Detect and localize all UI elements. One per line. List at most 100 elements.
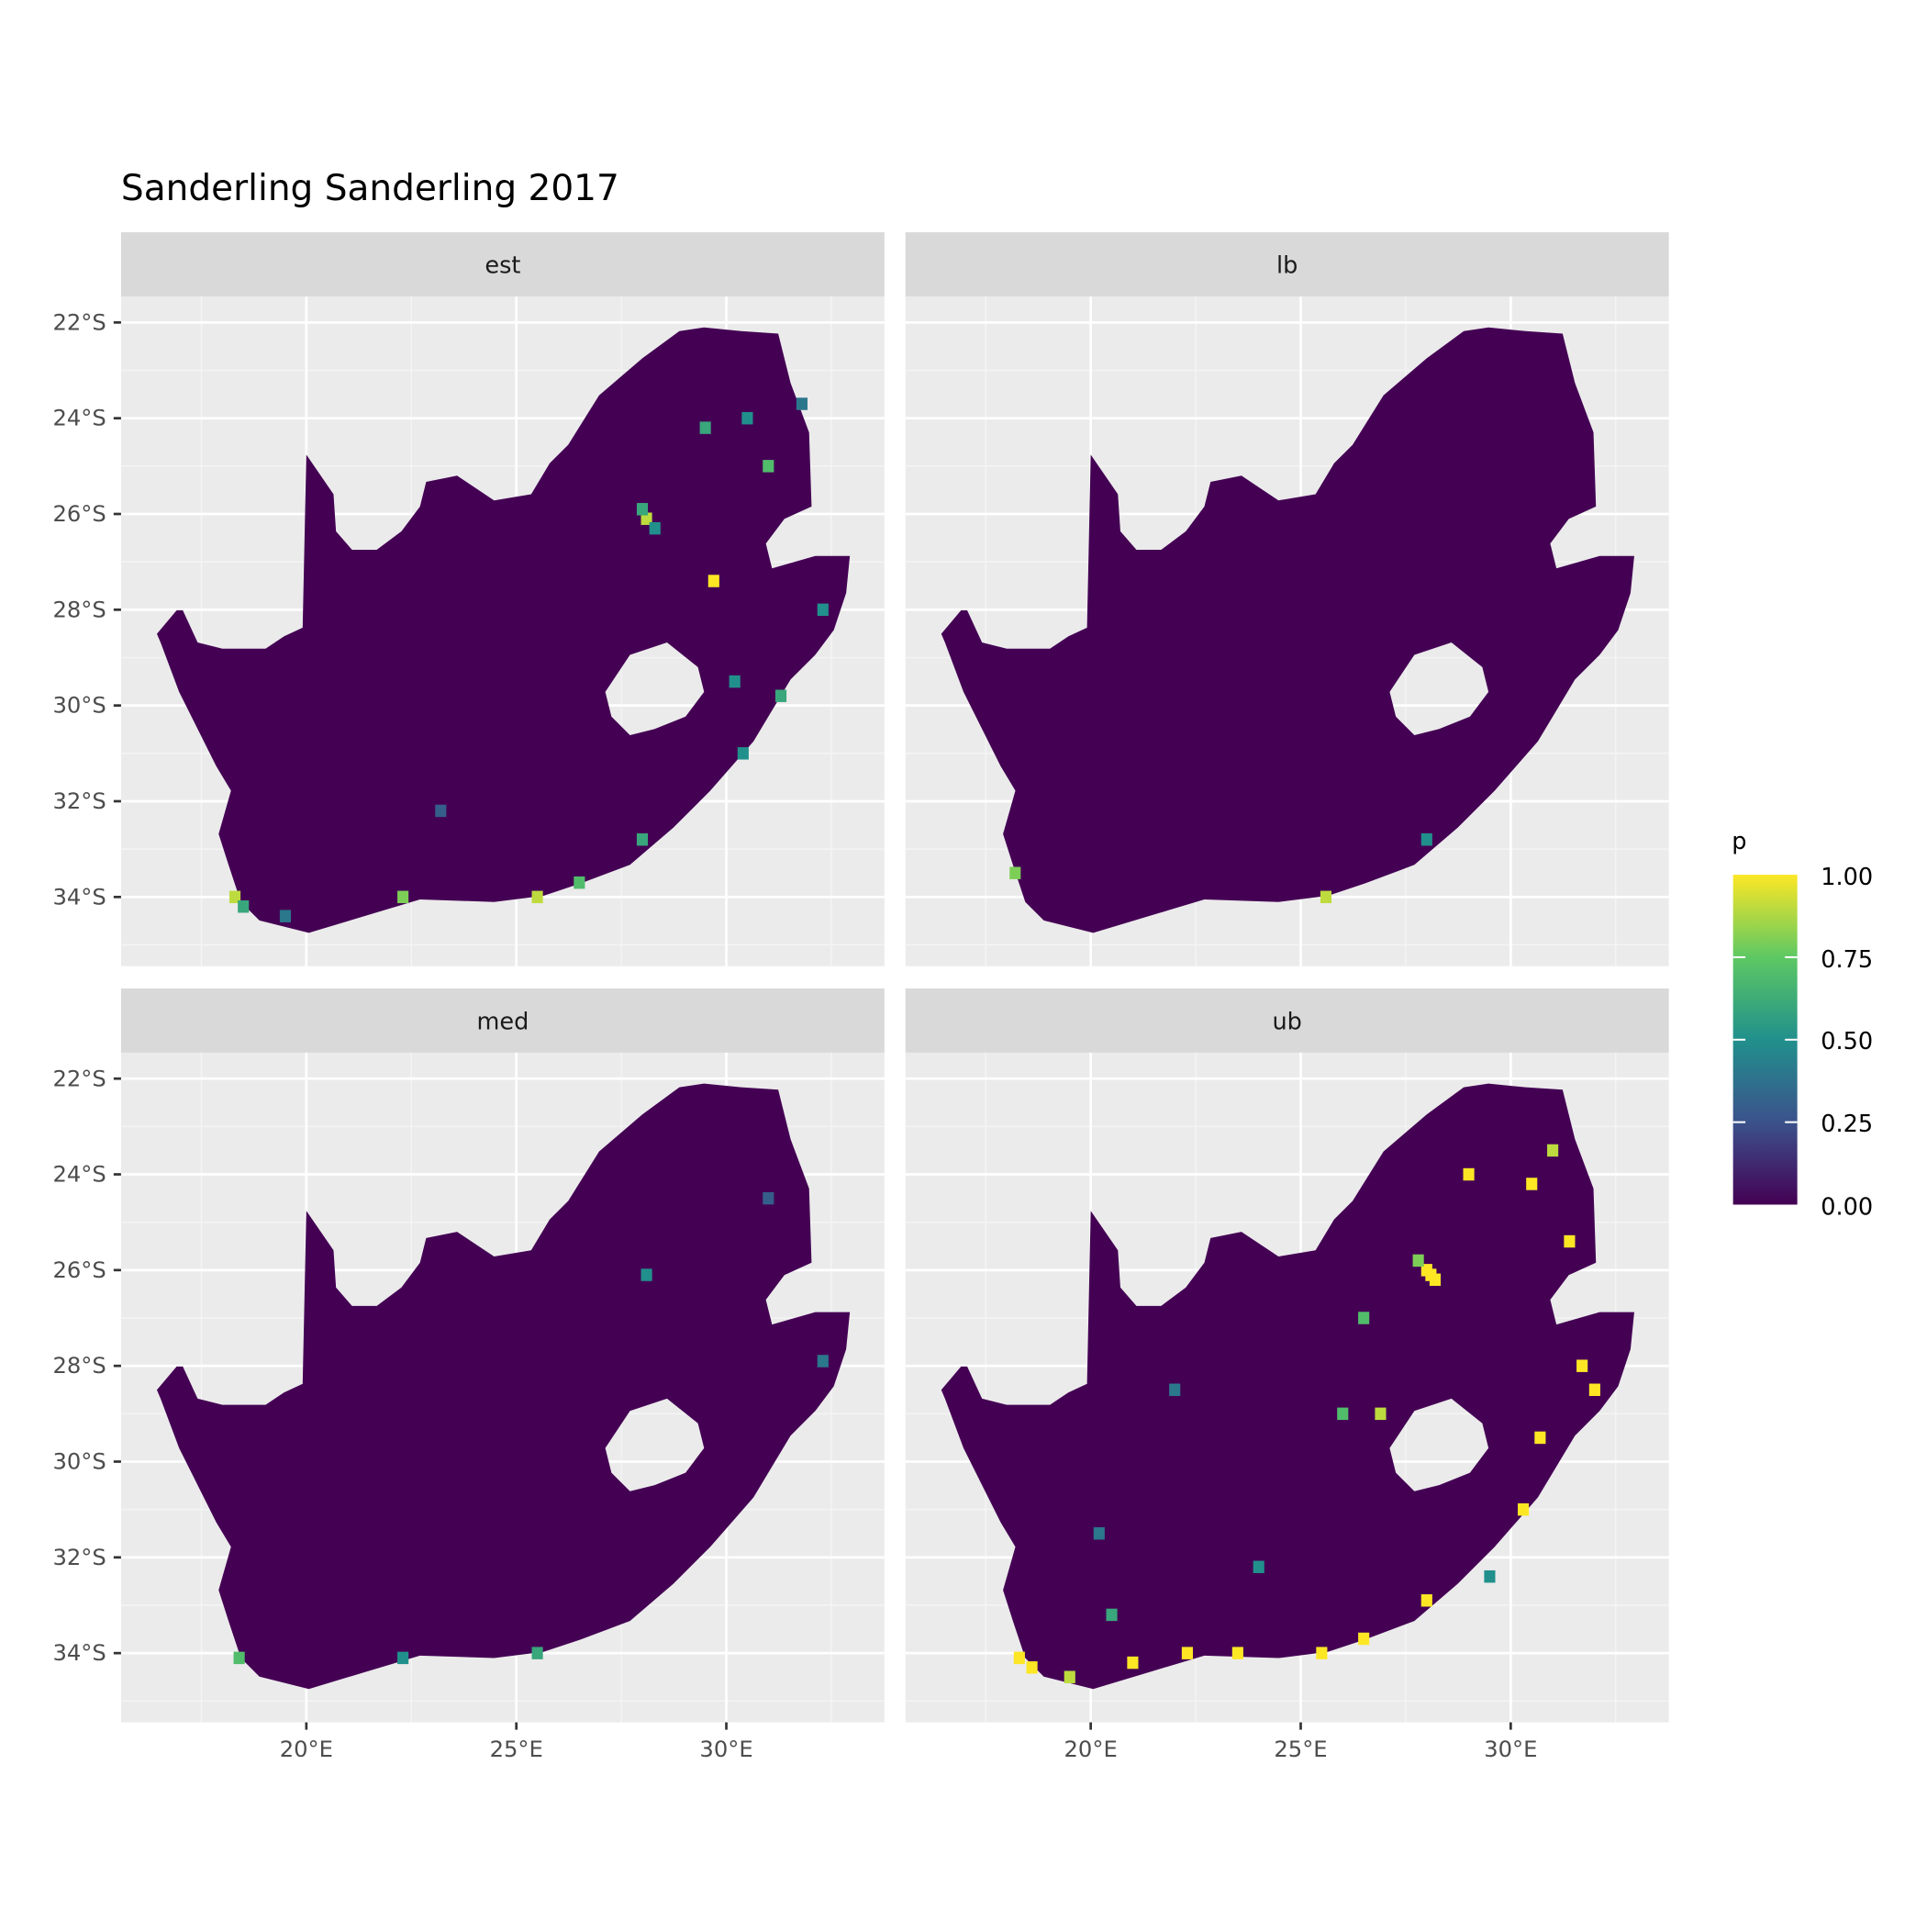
x-tick-label: 25°E bbox=[1274, 1737, 1327, 1762]
raster-cell bbox=[1316, 1647, 1328, 1659]
x-tick-label: 20°E bbox=[1064, 1737, 1118, 1762]
panel-est: 22°S 24°S 26°S 28°S 30°S 32°S 34°S bbox=[52, 296, 885, 966]
country-raster-med bbox=[156, 1083, 851, 1690]
raster-cell bbox=[435, 804, 447, 818]
facet-ub: ub 20°E 25°E 30°E bbox=[905, 988, 1669, 1762]
raster-cell bbox=[1420, 1264, 1432, 1277]
raster-cell bbox=[1484, 1569, 1496, 1583]
y-tick-label: 34°S bbox=[52, 884, 106, 910]
raster-cell bbox=[636, 832, 649, 846]
legend: p 1.00 0.75 0.50 0.25 0.00 bbox=[1732, 828, 1873, 1221]
strip-label-est: est bbox=[485, 252, 520, 280]
panel-ub: 20°E 25°E 30°E bbox=[905, 1052, 1669, 1762]
raster-cell bbox=[741, 411, 753, 425]
x-tick-label: 30°E bbox=[1484, 1737, 1537, 1762]
raster-cell bbox=[1181, 1647, 1193, 1659]
raster-cell bbox=[763, 460, 774, 473]
legend-label-0.75: 0.75 bbox=[1821, 946, 1873, 974]
raster-cell bbox=[1429, 1273, 1442, 1287]
raster-cell bbox=[737, 747, 749, 760]
y-tick-label: 22°S bbox=[52, 1066, 106, 1091]
raster-cell bbox=[649, 521, 661, 535]
country-raster-lb bbox=[941, 327, 1634, 933]
raster-cell bbox=[1358, 1312, 1370, 1324]
raster-cell bbox=[574, 876, 585, 889]
country-raster-est bbox=[156, 327, 851, 933]
strip-med bbox=[120, 988, 885, 1053]
raster-cell bbox=[1231, 1647, 1243, 1659]
raster-cell bbox=[1127, 1656, 1139, 1670]
facet-est: est 22°S 24°S 26°S 28°S 30°S 32°S 34°S bbox=[52, 232, 885, 966]
raster-cell bbox=[729, 675, 741, 688]
raster-cell bbox=[1564, 1234, 1576, 1248]
raster-cell bbox=[763, 1191, 774, 1205]
raster-cell bbox=[233, 1651, 245, 1665]
raster-cell bbox=[817, 603, 829, 617]
raster-cell bbox=[640, 512, 652, 525]
raster-cell bbox=[1026, 1661, 1038, 1674]
raster-cell bbox=[707, 575, 719, 587]
y-tick-label: 24°S bbox=[52, 406, 106, 431]
y-tick-label: 28°S bbox=[52, 597, 106, 622]
chart-title: Sanderling Sanderling 2017 bbox=[121, 168, 619, 209]
country-raster-ub bbox=[941, 1083, 1634, 1690]
raster-cell bbox=[1093, 1527, 1105, 1540]
raster-cell bbox=[1106, 1608, 1118, 1622]
y-tick-label: 30°S bbox=[52, 1449, 106, 1475]
legend-label-1.00: 1.00 bbox=[1821, 864, 1873, 891]
facet-med: med 22°S 24°S 26°S 28°S 30°S 32°S 34°S 20°E 25°E 3… bbox=[52, 988, 885, 1762]
y-tick-label: 22°S bbox=[52, 309, 106, 335]
raster-cell bbox=[1009, 866, 1021, 879]
legend-label-0.25: 0.25 bbox=[1821, 1111, 1873, 1138]
strip-label-ub: ub bbox=[1272, 1008, 1301, 1035]
strip-label-lb: lb bbox=[1276, 252, 1298, 280]
strip-ub bbox=[905, 988, 1669, 1053]
raster-cell bbox=[531, 1647, 543, 1659]
raster-cell bbox=[1420, 832, 1432, 846]
raster-cell bbox=[1534, 1431, 1546, 1445]
raster-cell bbox=[279, 910, 292, 922]
panel-lb bbox=[905, 296, 1669, 966]
x-tick-label: 25°E bbox=[490, 1737, 543, 1762]
facet-lb: lb bbox=[905, 232, 1669, 966]
raster-cell bbox=[1412, 1254, 1424, 1268]
y-tick-label: 26°S bbox=[52, 1257, 106, 1283]
raster-cell bbox=[531, 890, 543, 904]
raster-cell bbox=[1320, 890, 1332, 904]
raster-cell bbox=[1169, 1383, 1181, 1396]
raster-cell bbox=[1337, 1407, 1349, 1421]
strip-label-med: med bbox=[476, 1008, 529, 1035]
raster-cell bbox=[1576, 1359, 1588, 1372]
raster-cell bbox=[817, 1355, 829, 1368]
legend-label-0.50: 0.50 bbox=[1821, 1028, 1873, 1055]
raster-cell bbox=[1518, 1502, 1530, 1516]
y-tick-label: 26°S bbox=[52, 501, 106, 527]
raster-cell bbox=[1358, 1632, 1370, 1646]
y-tick-label: 30°S bbox=[52, 693, 106, 719]
raster-cell bbox=[1547, 1144, 1559, 1157]
raster-cell bbox=[636, 503, 649, 516]
y-tick-label: 24°S bbox=[52, 1162, 106, 1188]
legend-title: p bbox=[1732, 828, 1746, 855]
raster-cell bbox=[1253, 1560, 1264, 1573]
raster-cell bbox=[397, 890, 409, 904]
strip-lb bbox=[905, 232, 1669, 297]
legend-label-0.00: 0.00 bbox=[1821, 1193, 1873, 1221]
x-tick-label: 20°E bbox=[280, 1737, 333, 1762]
y-tick-label: 28°S bbox=[52, 1353, 106, 1379]
raster-cell bbox=[1013, 1651, 1025, 1665]
panel-med: 22°S 24°S 26°S 28°S 30°S 32°S 34°S 20°E 25°E 30°E bbox=[52, 1052, 885, 1762]
raster-cell bbox=[774, 689, 787, 702]
raster-cell bbox=[1526, 1178, 1538, 1190]
raster-cell bbox=[1375, 1407, 1387, 1421]
raster-cell bbox=[238, 900, 250, 913]
x-tick-label: 30°E bbox=[699, 1737, 752, 1762]
raster-cell bbox=[228, 890, 241, 904]
raster-cell bbox=[640, 1268, 652, 1281]
raster-cell bbox=[397, 1651, 409, 1665]
raster-cell bbox=[1588, 1383, 1600, 1396]
y-tick-label: 32°S bbox=[52, 788, 106, 814]
raster-cell bbox=[1064, 1670, 1075, 1683]
